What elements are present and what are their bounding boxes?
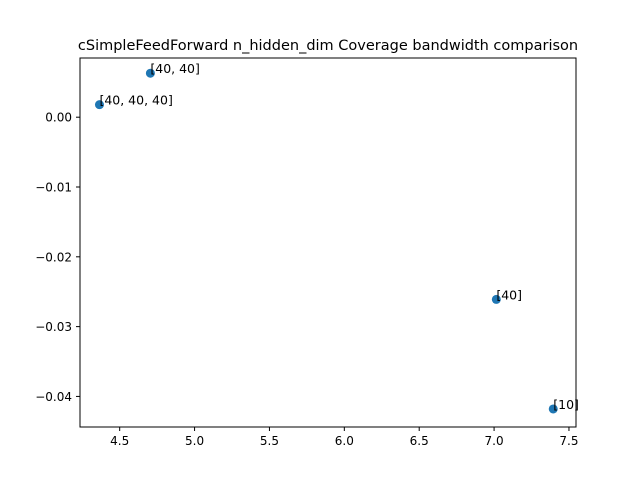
y-axis: 0.00 −0.01 −0.02 −0.03 −0.04 bbox=[35, 111, 80, 404]
data-label: [40, 40] bbox=[150, 61, 200, 76]
y-tick-label: −0.03 bbox=[35, 320, 72, 334]
x-tick-label: 7.5 bbox=[559, 434, 578, 448]
y-tick-label: −0.04 bbox=[35, 390, 72, 404]
plot-area-border bbox=[79, 57, 577, 428]
x-tick-label: 6.0 bbox=[335, 434, 354, 448]
data-point bbox=[491, 294, 501, 304]
axes-frame bbox=[79, 57, 577, 428]
y-tick-label: 0.00 bbox=[45, 111, 72, 125]
data-label: [40] bbox=[496, 287, 522, 302]
x-tick-label: 5.5 bbox=[260, 434, 279, 448]
point-labels: [40, 40] [40, 40, 40] [40] [10] bbox=[99, 61, 578, 412]
x-tick-label: 5.0 bbox=[185, 434, 204, 448]
chart-title: cSimpleFeedForward n_hidden_dim Coverage… bbox=[78, 38, 578, 54]
scatter-points bbox=[94, 68, 558, 414]
x-tick-label: 6.5 bbox=[410, 434, 429, 448]
x-tick-label: 4.5 bbox=[110, 434, 129, 448]
data-point bbox=[548, 404, 558, 414]
data-point bbox=[145, 68, 155, 78]
data-label: [40, 40, 40] bbox=[99, 93, 172, 108]
y-tick-label: −0.02 bbox=[35, 250, 72, 264]
x-axis: 4.5 5.0 5.5 6.0 6.5 7.0 7.5 bbox=[110, 427, 579, 448]
data-point bbox=[94, 100, 104, 110]
y-tick-label: −0.01 bbox=[35, 181, 72, 195]
data-label: [10] bbox=[553, 397, 579, 412]
x-tick-label: 7.0 bbox=[485, 434, 504, 448]
